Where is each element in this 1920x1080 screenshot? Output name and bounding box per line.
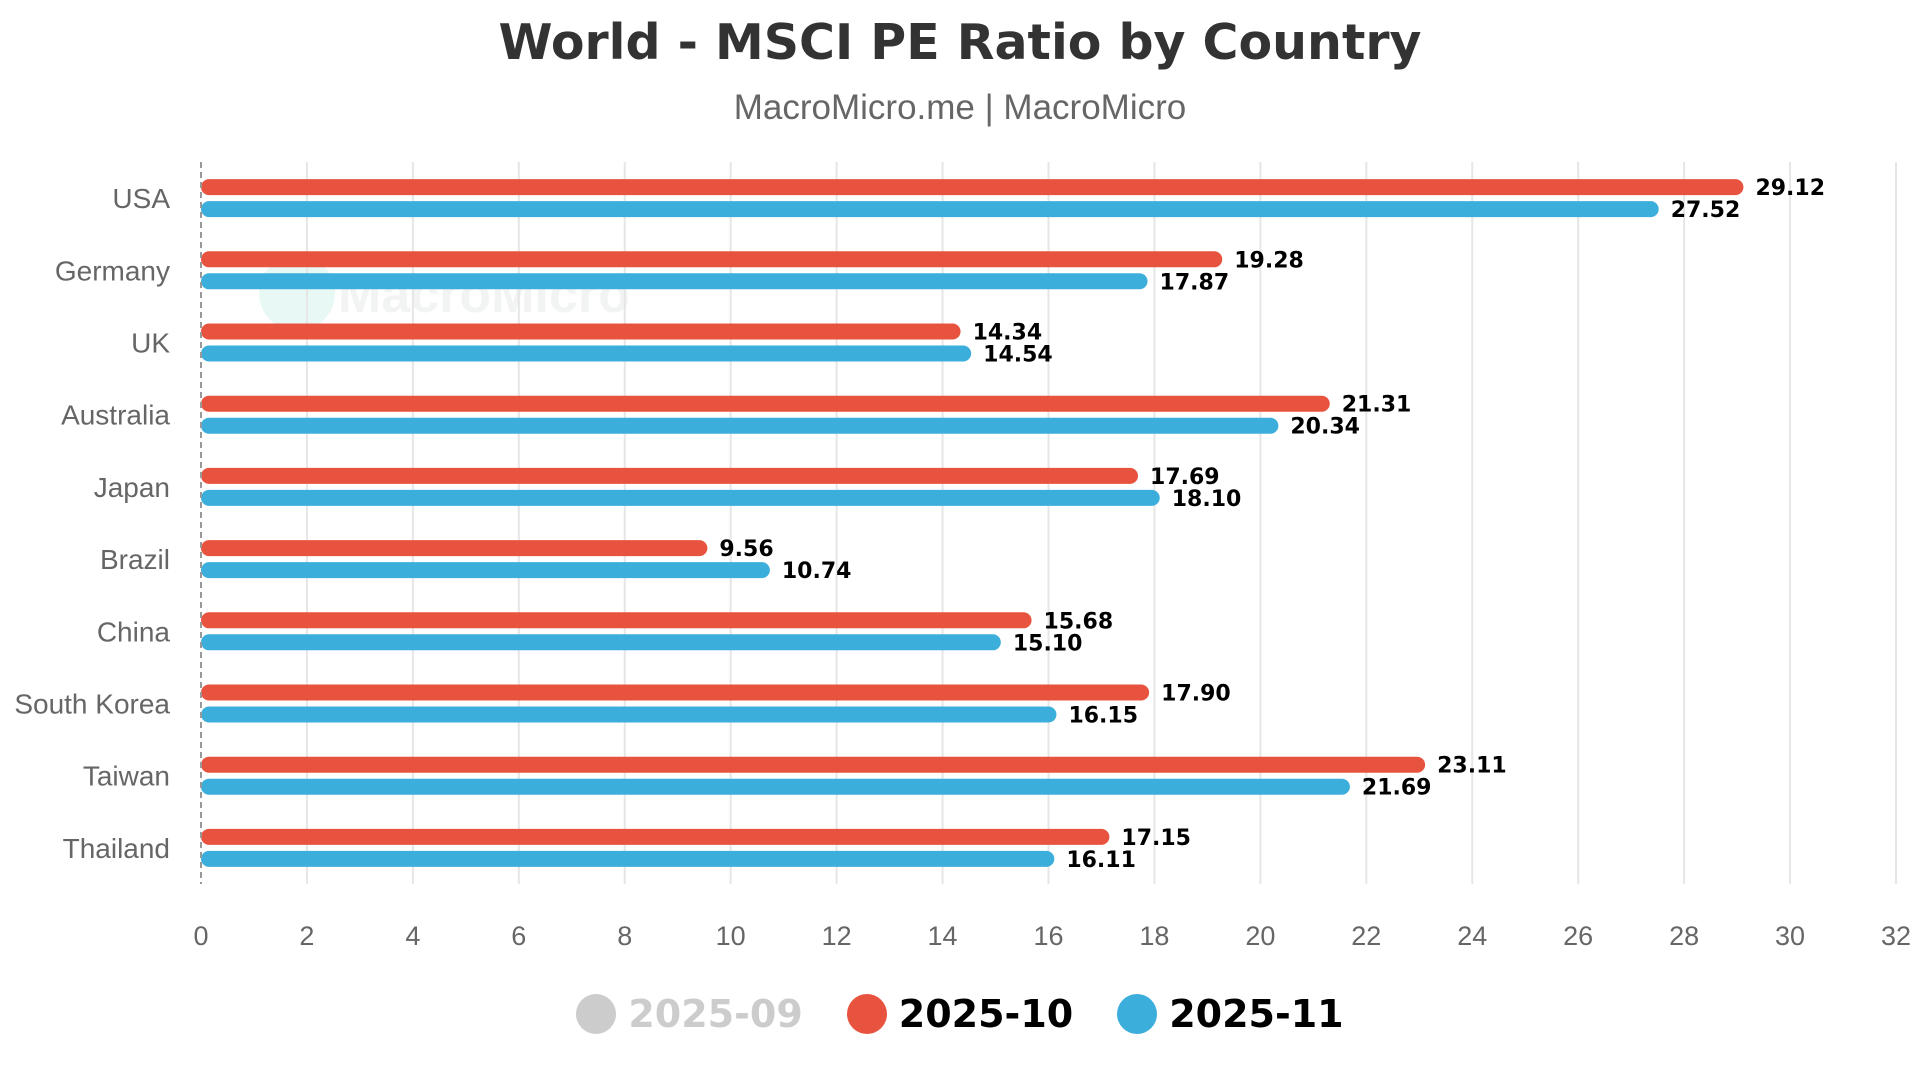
bar-2025-11 <box>201 706 1057 723</box>
bar-2025-11 <box>201 201 1659 218</box>
y-category-label: Thailand <box>63 833 170 864</box>
x-tick-label: 8 <box>617 921 632 951</box>
bar-2025-11 <box>201 489 1160 506</box>
x-tick-label: 0 <box>193 921 208 951</box>
data-label: 21.31 <box>1342 393 1412 418</box>
data-label: 20.34 <box>1290 415 1360 440</box>
bar-2025-11 <box>201 345 972 362</box>
data-label: 10.74 <box>782 559 852 584</box>
bar-2025-11 <box>201 417 1279 434</box>
data-label: 16.11 <box>1066 848 1136 873</box>
data-label: 17.90 <box>1161 682 1231 707</box>
x-tick-label: 32 <box>1881 921 1911 951</box>
data-label: 21.69 <box>1362 776 1432 801</box>
bar-2025-11 <box>201 562 770 579</box>
bar-2025-11 <box>201 850 1055 867</box>
bar-2025-10 <box>201 684 1150 701</box>
data-label: 14.54 <box>983 343 1053 368</box>
data-label: 9.56 <box>719 537 773 562</box>
data-label: 15.68 <box>1044 609 1114 634</box>
bar-2025-10 <box>201 612 1032 629</box>
data-label: 29.12 <box>1755 176 1825 201</box>
bar-2025-10 <box>201 467 1139 484</box>
x-tick-label: 18 <box>1139 921 1169 951</box>
x-tick-label: 2 <box>299 921 314 951</box>
data-label: 17.87 <box>1160 270 1230 295</box>
data-label: 17.15 <box>1121 826 1191 851</box>
legend-item-2025-11[interactable]: 2025-11 <box>1117 992 1344 1036</box>
bar-2025-10 <box>201 540 708 557</box>
chart-title: World - MSCI PE Ratio by Country <box>498 14 1422 71</box>
x-tick-label: 26 <box>1563 921 1593 951</box>
y-category-label: USA <box>112 183 170 214</box>
data-label: 18.10 <box>1172 487 1242 512</box>
bar-2025-11 <box>201 634 1001 651</box>
y-category-label: Taiwan <box>83 761 170 792</box>
y-category-label: South Korea <box>14 689 170 720</box>
y-category-label: China <box>97 616 171 647</box>
data-label: 16.15 <box>1068 704 1138 729</box>
x-tick-label: 10 <box>716 921 746 951</box>
y-category-label: Brazil <box>100 544 170 575</box>
data-label: 27.52 <box>1671 198 1741 223</box>
data-label: 15.10 <box>1013 631 1083 656</box>
chart-subtitle: MacroMicro.me | MacroMicro <box>733 88 1187 127</box>
x-tick-label: 4 <box>405 921 420 951</box>
data-label: 23.11 <box>1437 754 1507 779</box>
x-tick-label: 24 <box>1457 921 1487 951</box>
x-tick-label: 6 <box>511 921 526 951</box>
legend-dot-icon <box>1117 994 1158 1034</box>
bar-2025-10 <box>201 395 1330 412</box>
legend-label: 2025-11 <box>1169 992 1344 1036</box>
bar-2025-10 <box>201 323 961 340</box>
data-label: 14.34 <box>973 321 1043 346</box>
legend-dot-icon <box>576 994 617 1034</box>
x-tick-label: 12 <box>822 921 852 951</box>
legend-item-2025-10[interactable]: 2025-10 <box>846 992 1074 1036</box>
y-category-label: Australia <box>61 400 170 431</box>
bar-2025-10 <box>201 756 1426 773</box>
data-label: 19.28 <box>1234 248 1304 273</box>
x-tick-label: 20 <box>1245 921 1275 951</box>
x-tick-label: 28 <box>1669 921 1699 951</box>
bar-2025-11 <box>201 273 1148 290</box>
y-category-label: Germany <box>55 255 170 286</box>
y-category-label: UK <box>131 328 170 359</box>
bar-2025-10 <box>201 828 1110 845</box>
x-tick-label: 22 <box>1351 921 1381 951</box>
bar-2025-10 <box>201 251 1223 268</box>
legend-label: 2025-09 <box>628 992 803 1036</box>
x-tick-label: 30 <box>1775 921 1805 951</box>
legend-label: 2025-10 <box>898 992 1074 1036</box>
x-tick-label: 14 <box>928 921 958 951</box>
y-category-label: Japan <box>94 472 170 503</box>
legend: 2025-09 2025-10 2025-11 <box>0 992 1920 1036</box>
bar-2025-11 <box>201 778 1350 795</box>
x-tick-label: 16 <box>1033 921 1063 951</box>
legend-dot-icon <box>846 994 887 1034</box>
data-label: 17.69 <box>1150 465 1220 490</box>
legend-item-2025-09[interactable]: 2025-09 <box>576 992 803 1036</box>
bar-2025-10 <box>201 179 1744 196</box>
